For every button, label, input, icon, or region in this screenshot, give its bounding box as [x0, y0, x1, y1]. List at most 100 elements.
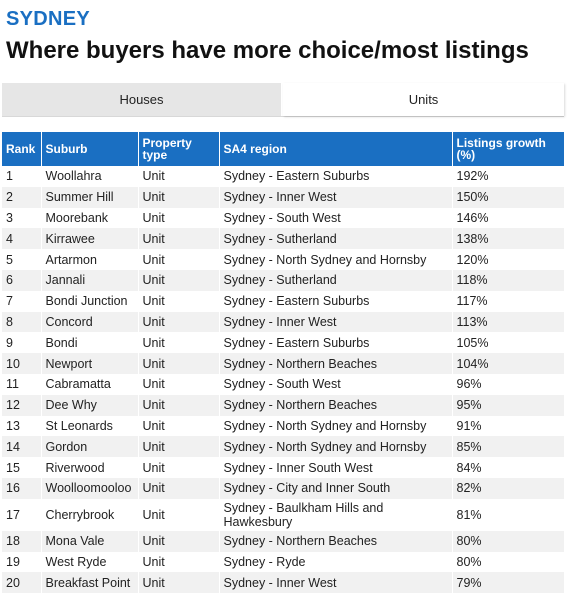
column-header-rank[interactable]: Rank — [2, 132, 42, 166]
sa4-region-cell: Sydney - Inner West — [219, 572, 453, 594]
property-type-cell: Unit — [138, 290, 220, 312]
sa4-region-cell: Sydney - Sutherland — [219, 269, 453, 291]
suburb-cell: Artarmon — [41, 249, 139, 270]
property-type-cell: Unit — [138, 477, 220, 499]
suburb-cell: Woolloomooloo — [41, 477, 139, 499]
column-header-sa4-region[interactable]: SA4 region — [219, 132, 453, 166]
sa4-region-cell: Sydney - North Sydney and Hornsby — [219, 436, 453, 458]
table-row: 19 West Ryde Unit Sydney - Ryde 80% — [2, 551, 564, 573]
table-row: 4 Kirrawee Unit Sydney - Sutherland 138% — [2, 228, 564, 250]
table-row: 1 Woollahra Unit Sydney - Eastern Suburbs 19… — [2, 166, 564, 187]
property-type-cell: Unit — [138, 530, 220, 552]
table-row: 16 Woolloomooloo Unit Sydney - City and Inn… — [2, 477, 564, 499]
table-row: 10 Newport Unit Sydney - Northern Beaches 10… — [2, 353, 564, 374]
table-row: 15 Riverwood Unit Sydney - Inner South West… — [2, 457, 564, 478]
rank-cell: 4 — [2, 228, 42, 250]
suburb-cell: Cherrybrook — [41, 498, 139, 531]
table-row: 18 Mona Vale Unit Sydney - Northern Beaches… — [2, 530, 564, 552]
property-type-cell: Unit — [138, 457, 220, 478]
listings-growth-cell: 118% — [452, 269, 564, 291]
sa4-region-cell: Sydney - North Sydney and Hornsby — [219, 249, 453, 270]
listings-growth-cell: 146% — [452, 207, 564, 229]
table-row: 14 Gordon Unit Sydney - North Sydney and Ho… — [2, 436, 564, 458]
column-header-suburb[interactable]: Suburb — [41, 132, 139, 166]
rank-cell: 15 — [2, 457, 42, 478]
rank-cell: 13 — [2, 415, 42, 437]
suburb-cell: West Ryde — [41, 551, 139, 573]
tab-units[interactable]: Units — [283, 83, 564, 116]
sa4-region-cell: Sydney - Sutherland — [219, 228, 453, 250]
listings-growth-cell: 104% — [452, 353, 564, 374]
listings-growth-cell: 85% — [452, 436, 564, 458]
suburb-cell: Bondi — [41, 332, 139, 354]
sa4-region-cell: Sydney - Eastern Suburbs — [219, 290, 453, 312]
sa4-region-cell: Sydney - Eastern Suburbs — [219, 332, 453, 354]
property-type-tabs: Houses Units — [2, 83, 564, 117]
property-type-cell: Unit — [138, 249, 220, 270]
table-row: 17 Cherrybrook Unit Sydney - Baulkham Hills… — [2, 498, 564, 531]
property-type-cell: Unit — [138, 436, 220, 458]
listings-growth-cell: 96% — [452, 373, 564, 395]
property-type-cell: Unit — [138, 228, 220, 250]
table-header-row: Rank Suburb Property type SA4 region Lis… — [2, 132, 564, 166]
listings-growth-cell: 192% — [452, 166, 564, 187]
suburb-cell: Moorebank — [41, 207, 139, 229]
rank-cell: 18 — [2, 530, 42, 552]
property-type-cell: Unit — [138, 394, 220, 416]
property-type-cell: Unit — [138, 186, 220, 208]
sa4-region-cell: Sydney - Inner West — [219, 311, 453, 333]
suburb-cell: Kirrawee — [41, 228, 139, 250]
sa4-region-cell: Sydney - Northern Beaches — [219, 353, 453, 374]
property-type-cell: Unit — [138, 166, 220, 187]
listings-growth-cell: 91% — [452, 415, 564, 437]
rank-cell: 1 — [2, 166, 42, 187]
rank-cell: 14 — [2, 436, 42, 458]
sa4-region-cell: Sydney - Ryde — [219, 551, 453, 573]
sa4-region-cell: Sydney - Baulkham Hills and Hawkesbury — [219, 498, 453, 531]
table-row: 13 St Leonards Unit Sydney - North Sydney a… — [2, 415, 564, 437]
table-row: 7 Bondi Junction Unit Sydney - Eastern Subu… — [2, 290, 564, 312]
listings-growth-cell: 82% — [452, 477, 564, 499]
rank-cell: 7 — [2, 290, 42, 312]
listings-growth-cell: 80% — [452, 551, 564, 573]
rank-cell: 11 — [2, 373, 42, 395]
table-body: 1 Woollahra Unit Sydney - Eastern Suburbs 19… — [2, 166, 564, 594]
listings-growth-cell: 84% — [452, 457, 564, 478]
table-row: 20 Breakfast Point Unit Sydney - Inner West… — [2, 572, 564, 594]
column-header-listings-growth[interactable]: Listings growth (%) — [452, 132, 564, 166]
property-type-cell: Unit — [138, 269, 220, 291]
suburb-cell: Gordon — [41, 436, 139, 458]
listings-growth-cell: 105% — [452, 332, 564, 354]
rank-cell: 9 — [2, 332, 42, 354]
sa4-region-cell: Sydney - Eastern Suburbs — [219, 166, 453, 187]
tab-houses[interactable]: Houses — [2, 83, 283, 116]
sa4-region-cell: Sydney - Northern Beaches — [219, 394, 453, 416]
listings-growth-cell: 150% — [452, 186, 564, 208]
rank-cell: 5 — [2, 249, 42, 270]
table-row: 2 Summer Hill Unit Sydney - Inner West 150% — [2, 186, 564, 208]
suburb-cell: Jannali — [41, 269, 139, 291]
table-row: 3 Moorebank Unit Sydney - South West 146% — [2, 207, 564, 229]
rank-cell: 12 — [2, 394, 42, 416]
rank-cell: 8 — [2, 311, 42, 333]
suburb-cell: Cabramatta — [41, 373, 139, 395]
listings-growth-cell: 81% — [452, 498, 564, 531]
sa4-region-cell: Sydney - Inner South West — [219, 457, 453, 478]
listings-growth-cell: 138% — [452, 228, 564, 250]
rank-cell: 3 — [2, 207, 42, 229]
suburb-cell: Bondi Junction — [41, 290, 139, 312]
property-type-cell: Unit — [138, 572, 220, 594]
listings-growth-cell: 79% — [452, 572, 564, 594]
column-header-property-type[interactable]: Property type — [138, 132, 220, 166]
sa4-region-cell: Sydney - Northern Beaches — [219, 530, 453, 552]
listings-growth-cell: 95% — [452, 394, 564, 416]
property-type-cell: Unit — [138, 498, 220, 531]
rank-cell: 17 — [2, 498, 42, 531]
property-type-cell: Unit — [138, 551, 220, 573]
table-row: 6 Jannali Unit Sydney - Sutherland 118% — [2, 269, 564, 291]
suburb-cell: Riverwood — [41, 457, 139, 478]
listings-table: Rank Suburb Property type SA4 region Lis… — [2, 132, 564, 594]
rank-cell: 16 — [2, 477, 42, 499]
table-row: 5 Artarmon Unit Sydney - North Sydney and H… — [2, 249, 564, 270]
suburb-cell: Newport — [41, 353, 139, 374]
